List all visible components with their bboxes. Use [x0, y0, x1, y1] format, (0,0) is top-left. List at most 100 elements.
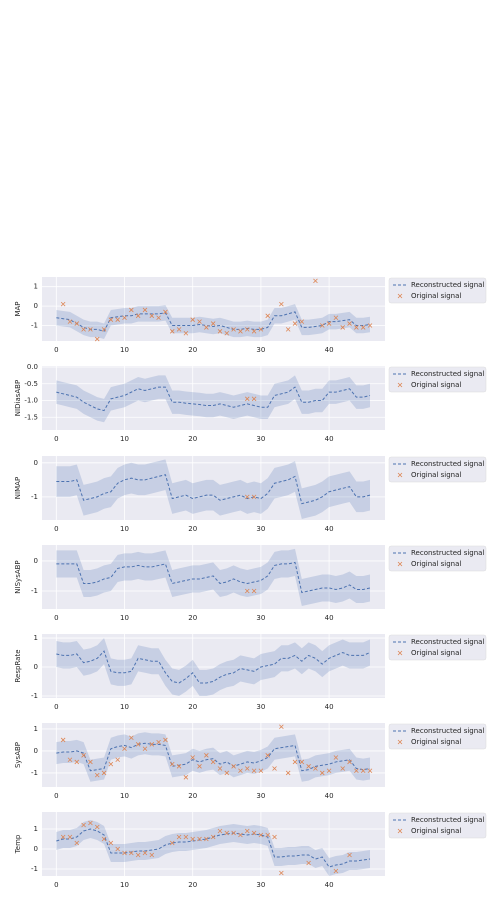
original-point	[176, 764, 182, 769]
original-point	[251, 588, 257, 594]
x-tick-label: 40	[325, 435, 334, 443]
original-point	[313, 278, 318, 284]
original-point	[190, 317, 195, 322]
x-tick-label: 30	[256, 525, 265, 533]
original-point	[183, 330, 189, 336]
x-tick-label: 40	[325, 792, 334, 800]
x-tick-label: 0	[54, 346, 58, 354]
original-point	[306, 860, 311, 866]
uncertainty-band	[56, 638, 370, 696]
original-point	[354, 768, 359, 774]
y-tick-label: 0	[34, 557, 38, 565]
original-point	[74, 759, 80, 765]
original-point	[67, 834, 73, 840]
x-tick-label: 0	[54, 525, 58, 533]
x-tick-label: 40	[325, 614, 334, 622]
x-tick-label: 20	[188, 346, 197, 354]
legend-label: Original signal	[411, 827, 461, 835]
reconstructed-line	[56, 561, 371, 594]
original-point	[224, 770, 230, 776]
original-point	[258, 327, 264, 332]
y-tick-label: -1.5	[24, 413, 38, 421]
x-tick-label: 40	[325, 525, 334, 533]
original-point	[299, 319, 305, 324]
original-point	[238, 329, 243, 334]
original-point	[319, 770, 325, 776]
x-tick-label: 10	[120, 525, 129, 533]
original-point	[244, 494, 250, 500]
original-point	[244, 396, 250, 402]
x-tick-label: 30	[256, 346, 265, 354]
original-point	[244, 766, 250, 771]
original-point	[224, 830, 230, 836]
original-point	[101, 327, 107, 332]
original-point	[319, 323, 325, 328]
original-point	[367, 323, 373, 328]
y-tick-label: 0	[34, 459, 38, 467]
original-point	[238, 832, 243, 838]
y-tick-label: -1	[31, 321, 38, 329]
x-tick-label: 0	[54, 792, 58, 800]
original-point	[231, 327, 236, 332]
original-point	[251, 329, 257, 334]
plot-area	[42, 456, 385, 520]
original-point	[115, 846, 120, 852]
x-tick-label: 40	[325, 881, 334, 889]
x-tick-label: 20	[188, 703, 197, 711]
original-point	[347, 321, 352, 326]
original-point	[347, 852, 352, 858]
original-point	[231, 830, 236, 836]
uncertainty-band	[56, 732, 370, 782]
legend-marker-swatch	[397, 650, 403, 656]
original-point	[108, 317, 114, 322]
legend-label: Reconstructed signal	[411, 370, 484, 378]
original-point	[251, 768, 257, 774]
plot-area	[42, 366, 385, 430]
original-point	[156, 739, 161, 745]
original-point	[94, 336, 100, 342]
uncertainty-band	[56, 459, 370, 519]
y-tick-label: 0	[34, 845, 38, 853]
y-tick-label: -1	[31, 769, 38, 777]
original-point	[333, 868, 339, 874]
legend-marker-swatch	[397, 382, 403, 388]
legend-box	[388, 812, 487, 839]
x-tick-label: 0	[54, 703, 58, 711]
original-point	[265, 313, 270, 319]
original-point	[251, 494, 257, 500]
original-point	[88, 759, 93, 765]
x-tick-label: 10	[120, 792, 129, 800]
original-point	[135, 742, 141, 747]
original-point	[163, 309, 168, 315]
subplot: -1 0 0 10 20 30 40 NISysABP Reconstructed signal…	[14, 545, 487, 622]
original-point	[333, 755, 339, 760]
y-tick-label: -1.0	[24, 397, 38, 405]
legend-label: Reconstructed signal	[411, 549, 484, 557]
original-point	[122, 850, 127, 856]
original-point	[101, 836, 107, 842]
y-tick-label: 1	[34, 283, 38, 291]
y-axis-label: NIDiasABP	[14, 380, 22, 416]
original-point	[217, 828, 223, 834]
original-point	[197, 319, 202, 324]
subplot: -1 0 0 10 20 30 40 NIMAP Reconstructed signal Ori…	[14, 456, 487, 533]
original-point	[163, 737, 168, 743]
original-point	[108, 840, 114, 846]
original-point	[81, 327, 86, 332]
uncertainty-band	[56, 820, 370, 876]
subplot: 0.0 -0.5 -1.0 -1.5 0 10 20 30 40 NIDiasABP Reconst…	[14, 363, 487, 443]
y-axis-label: SysABP	[14, 742, 22, 768]
original-point	[204, 325, 209, 330]
x-tick-label: 10	[120, 881, 129, 889]
x-tick-label: 10	[120, 435, 129, 443]
original-point	[224, 330, 230, 336]
legend-label: Original signal	[411, 649, 461, 657]
y-tick-label: 1	[34, 634, 38, 642]
original-point	[340, 766, 346, 771]
legend-marker-swatch	[397, 293, 403, 299]
original-point	[129, 307, 134, 313]
original-point	[306, 764, 311, 769]
original-point	[238, 768, 243, 774]
